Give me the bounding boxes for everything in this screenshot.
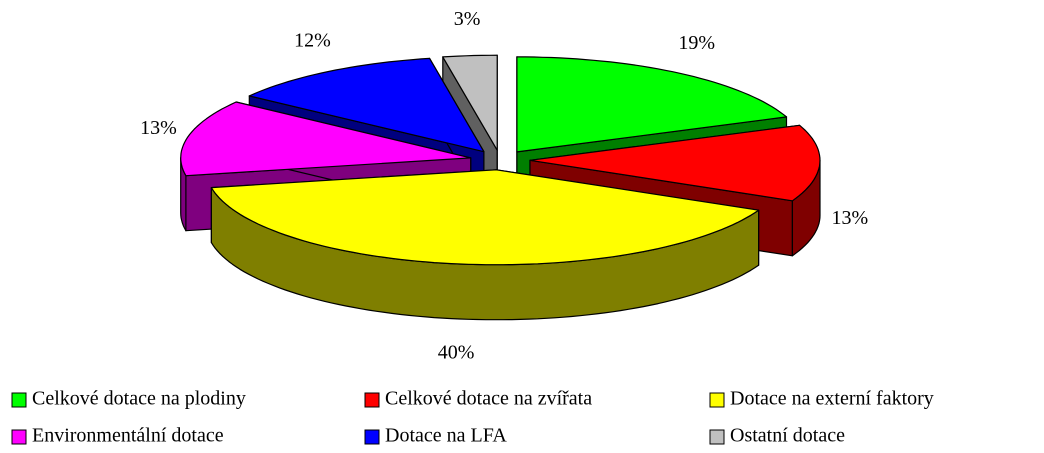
- legend-label: Dotace na LFA: [385, 425, 507, 447]
- slice-top: [442, 54, 498, 151]
- slice-top: [248, 57, 485, 153]
- data-label: 13%: [140, 117, 177, 139]
- legend-swatch: [11, 429, 27, 445]
- data-label: 40%: [438, 341, 475, 363]
- slice-top: [180, 101, 472, 177]
- slice-top: [529, 124, 821, 202]
- slice: [210, 169, 760, 321]
- slice-top: [516, 56, 788, 153]
- data-label: 3%: [454, 8, 481, 30]
- data-label: 19%: [678, 32, 715, 54]
- legend-swatch: [709, 392, 725, 408]
- data-label: 13%: [831, 207, 868, 229]
- legend-label: Ostatní dotace: [730, 425, 845, 447]
- legend-label: Celkové dotace na zvířata: [385, 388, 592, 410]
- legend-swatch: [364, 392, 380, 408]
- legend-label: Environmentální dotace: [32, 425, 224, 447]
- legend-label: Dotace na externí faktory: [730, 388, 934, 410]
- legend-label: Celkové dotace na plodiny: [32, 388, 246, 410]
- legend-swatch: [709, 429, 725, 445]
- legend-swatch: [364, 429, 380, 445]
- data-label: 12%: [294, 29, 331, 51]
- slice-top: [210, 169, 760, 266]
- legend-swatch: [11, 392, 27, 408]
